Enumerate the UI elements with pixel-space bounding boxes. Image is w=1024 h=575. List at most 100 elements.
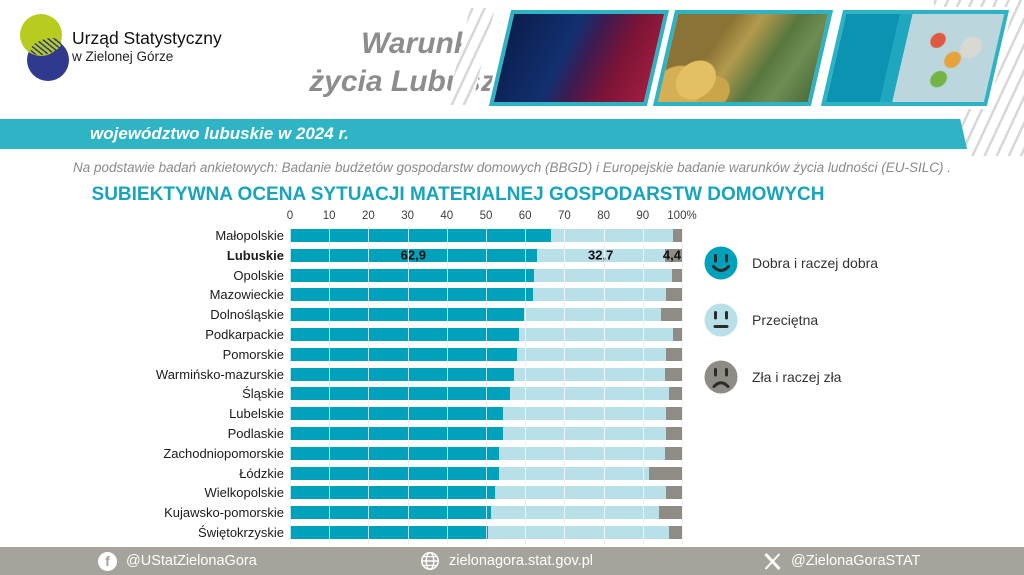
x-handle[interactable]: @ZielonaGoraSTAT: [791, 553, 921, 569]
fridge-photo: [820, 10, 1010, 106]
axis-spacer: [0, 210, 290, 225]
category-label: Śląskie: [242, 386, 284, 402]
bar-row: [290, 407, 682, 421]
footer-website[interactable]: zielonagora.stat.gov.pl: [420, 547, 593, 575]
bar-segment: [523, 308, 662, 322]
bar-segment: [290, 229, 552, 242]
bar-row: [290, 446, 682, 460]
bar-row: [290, 288, 682, 302]
bar-segment: [551, 229, 674, 242]
category-label: Mazowieckie: [209, 287, 284, 303]
subtitle-banner: województwo lubuskie w 2024 r.: [0, 119, 1024, 149]
category-label: Pomorskie: [222, 346, 284, 362]
logo-name-line2: w Zielonej Górze: [72, 48, 174, 64]
bar-row: [290, 327, 682, 341]
cinema-photo: [488, 10, 670, 106]
stacked-bar-chart: 0 10 20 30 40 50 60 70 80 90 100% Małopolskie Lubus…: [0, 210, 724, 545]
website-url[interactable]: zielonagora.stat.gov.pl: [449, 553, 594, 569]
bar-segment: [666, 347, 682, 361]
bar-row: [290, 268, 682, 282]
axis-tick-label: 60: [518, 210, 532, 222]
category-label: Podlaskie: [227, 425, 284, 441]
bar-segment: [290, 407, 503, 421]
gridline: [682, 226, 683, 545]
category-label: Świętokrzyskie: [198, 524, 284, 540]
bar-segment: [499, 446, 665, 460]
bar-segment: [536, 248, 665, 262]
chart-legend: Dobra i raczej dobra Przeciętna Zła i racz…: [704, 246, 878, 394]
data-label: 62,9: [400, 247, 426, 263]
bar-row: [290, 229, 682, 242]
bar-segment: [290, 288, 533, 302]
axis-tick-label: 70: [557, 210, 571, 222]
bar-segment: [290, 268, 535, 282]
category-labels: Małopolskie Lubuskie Opolskie Mazowieckie Do…: [0, 229, 290, 545]
legend-label: Zła i raczej zła: [752, 369, 842, 385]
bar-segment: [290, 525, 488, 539]
bar-segment: [669, 387, 682, 401]
statistical-office-logo: Urząd Statystyczny w Zielonej Górze: [20, 12, 250, 82]
subtitle-banner-text: województwo lubuskie w 2024 r.: [90, 124, 349, 143]
bar-segment: [509, 387, 670, 401]
bar-row: [290, 387, 682, 401]
logo-circles-icon: [20, 12, 74, 82]
gridline-overlay: [682, 226, 683, 545]
category-label: Dolnośląskie: [210, 307, 284, 323]
axis-tick-label: 80: [597, 210, 610, 222]
data-label: 32,7: [588, 247, 614, 263]
legend-item: Dobra i raczej dobra: [704, 246, 878, 280]
source-note: Na podstawie badań ankietowych: Badanie …: [73, 160, 951, 175]
category-label: Podkarpackie: [205, 326, 284, 342]
bar-segment: [532, 288, 667, 302]
bar-row: [290, 367, 682, 381]
bar-segment: [490, 506, 660, 520]
bar-row: [290, 506, 682, 520]
bar-row: [290, 525, 682, 539]
bar-segment: [649, 466, 682, 480]
category-label: Warmińsko-mazurskie: [155, 366, 284, 382]
footer-x[interactable]: @ZielonaGoraSTAT: [763, 547, 920, 575]
bar-row: 62,9 32,7 4,4: [290, 247, 682, 263]
data-label: 4,4: [662, 247, 681, 263]
money-photo: [652, 10, 834, 106]
bar-segment: [518, 327, 674, 341]
bar-segment: [669, 525, 682, 539]
bar-segment: [290, 367, 514, 381]
x-axis: 0 10 20 30 40 50 60 70 80 90 100%: [286, 210, 697, 225]
bar-segment: [665, 426, 682, 440]
chart-body: Małopolskie Lubuskie Opolskie Mazowieckie Do…: [0, 226, 724, 545]
category-label: Lubuskie: [226, 247, 284, 263]
category-label: Zachodniopomorskie: [163, 445, 284, 461]
bar-segment: [665, 486, 682, 500]
bar-segment: [666, 407, 682, 421]
legend-item: Przeciętna: [704, 303, 878, 337]
happy-face-icon: [704, 246, 738, 280]
axis-tick-label: 0: [286, 210, 294, 222]
facebook-icon: f: [98, 551, 117, 571]
bar-segment: [672, 268, 682, 282]
axis-tick-label: 10: [322, 210, 336, 222]
category-label: Małopolskie: [215, 228, 284, 243]
bar-segment: [498, 466, 650, 480]
bar-row: [290, 466, 682, 480]
bar-segment: [673, 229, 682, 242]
axis-tick-label: 90: [636, 210, 650, 222]
facebook-handle[interactable]: @UStatZielonaGora: [126, 553, 257, 569]
bar-segment: [661, 308, 682, 322]
bar-segment: [290, 248, 537, 262]
chart-title: SUBIEKTYWNA OCENA SYTUACJI MATERIALNEJ G…: [91, 184, 825, 205]
bar-segment: [664, 248, 682, 262]
bar-segment: [666, 288, 682, 302]
axis-tick-label: 20: [361, 210, 375, 222]
bar-segment: [534, 268, 673, 282]
legend-label: Dobra i raczej dobra: [752, 255, 879, 271]
x-icon: [764, 552, 781, 570]
logo-text: Urząd Statystyczny w Zielonej Górze: [72, 28, 222, 65]
bar-segment: [665, 367, 682, 381]
footer-facebook[interactable]: f @UStatZielonaGora: [98, 547, 257, 575]
category-label: Lubelskie: [229, 406, 284, 422]
sad-face-icon: [704, 360, 738, 394]
x-axis-row: 0 10 20 30 40 50 60 70 80 90 100%: [0, 210, 724, 225]
bar-segment: [487, 525, 670, 539]
